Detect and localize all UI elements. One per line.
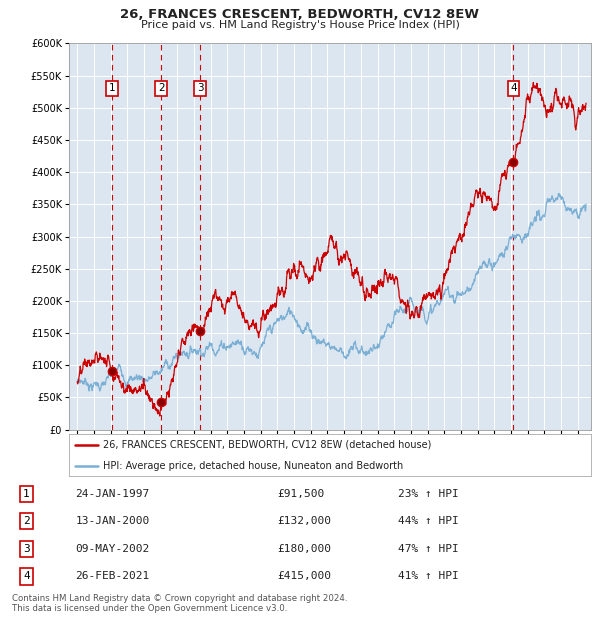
Text: £91,500: £91,500 <box>277 489 324 498</box>
Text: 26, FRANCES CRESCENT, BEDWORTH, CV12 8EW (detached house): 26, FRANCES CRESCENT, BEDWORTH, CV12 8EW… <box>103 440 431 450</box>
Text: 1: 1 <box>23 489 30 498</box>
Text: 1: 1 <box>109 84 115 94</box>
Text: 26-FEB-2021: 26-FEB-2021 <box>76 572 149 582</box>
Text: 13-JAN-2000: 13-JAN-2000 <box>76 516 149 526</box>
Text: 09-MAY-2002: 09-MAY-2002 <box>76 544 149 554</box>
Text: 4: 4 <box>510 84 517 94</box>
Text: HPI: Average price, detached house, Nuneaton and Bedworth: HPI: Average price, detached house, Nune… <box>103 461 403 471</box>
Text: Price paid vs. HM Land Registry's House Price Index (HPI): Price paid vs. HM Land Registry's House … <box>140 20 460 30</box>
Text: 3: 3 <box>23 544 30 554</box>
Text: 23% ↑ HPI: 23% ↑ HPI <box>398 489 458 498</box>
Text: 26, FRANCES CRESCENT, BEDWORTH, CV12 8EW: 26, FRANCES CRESCENT, BEDWORTH, CV12 8EW <box>121 8 479 21</box>
Text: 2: 2 <box>158 84 165 94</box>
Text: 2: 2 <box>23 516 30 526</box>
Text: £415,000: £415,000 <box>277 572 331 582</box>
Text: Contains HM Land Registry data © Crown copyright and database right 2024.: Contains HM Land Registry data © Crown c… <box>12 594 347 603</box>
Text: 4: 4 <box>23 572 30 582</box>
Text: 3: 3 <box>197 84 203 94</box>
Text: £180,000: £180,000 <box>277 544 331 554</box>
Text: 41% ↑ HPI: 41% ↑ HPI <box>398 572 458 582</box>
Text: This data is licensed under the Open Government Licence v3.0.: This data is licensed under the Open Gov… <box>12 604 287 613</box>
Text: 44% ↑ HPI: 44% ↑ HPI <box>398 516 458 526</box>
Text: 47% ↑ HPI: 47% ↑ HPI <box>398 544 458 554</box>
Text: £132,000: £132,000 <box>277 516 331 526</box>
Text: 24-JAN-1997: 24-JAN-1997 <box>76 489 149 498</box>
